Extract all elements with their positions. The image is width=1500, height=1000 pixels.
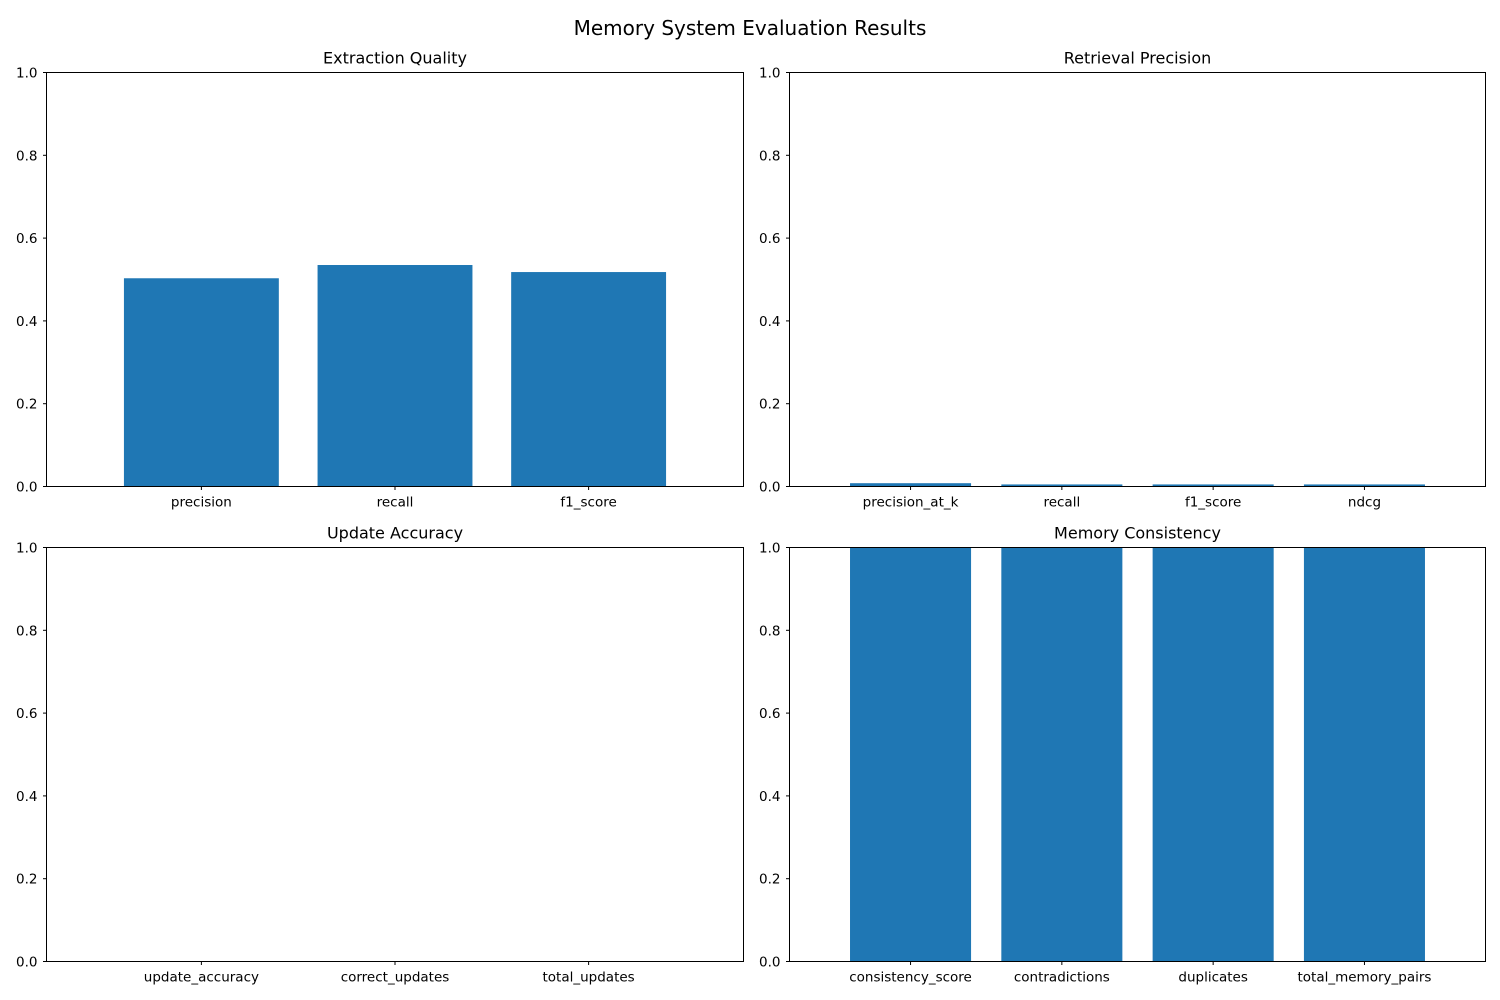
bar-f1_score xyxy=(511,272,667,487)
y-tick-label: 0.2 xyxy=(16,872,37,888)
y-tick-label: 0.6 xyxy=(759,231,780,247)
subplot-title: Extraction Quality xyxy=(323,49,467,68)
y-tick-label: 0.8 xyxy=(16,148,37,164)
y-tick-label: 0.0 xyxy=(759,955,780,971)
bar-recall xyxy=(1001,484,1123,487)
y-tick-label: 0.4 xyxy=(16,789,37,805)
subplot-title: Memory Consistency xyxy=(1054,524,1221,543)
y-tick-label: 1.0 xyxy=(16,66,37,82)
y-tick-label: 0.0 xyxy=(759,480,780,496)
x-tick-label: precision_at_k xyxy=(863,495,959,511)
subplot-4: 0.0 0.2 0.4 0.6 0.8 1.0 consistency_score contr… xyxy=(759,524,1486,986)
subplots: 0.0 0.2 0.4 0.6 0.8 1.0 precision recall f1_scor… xyxy=(16,49,1486,986)
y-tick-label: 0.6 xyxy=(16,706,37,722)
bar-precision xyxy=(123,278,279,487)
bar-group xyxy=(123,265,667,487)
y-tick-label: 0.6 xyxy=(759,706,780,722)
x-tick-label: recall xyxy=(1043,495,1080,511)
y-tick-label: 1.0 xyxy=(16,541,37,557)
y-tick-label: 0.8 xyxy=(759,148,780,164)
x-tick-label: recall xyxy=(377,495,414,511)
y-tick-label: 0.2 xyxy=(16,397,37,413)
x-tick-label: total_memory_pairs xyxy=(1297,970,1431,986)
figure-title: Memory System Evaluation Results xyxy=(574,16,927,40)
y-tick-label: 0.0 xyxy=(16,480,37,496)
x-tick-label: duplicates xyxy=(1178,970,1248,986)
subplot-title: Retrieval Precision xyxy=(1064,49,1212,68)
subplot-3: 0.0 0.2 0.4 0.6 0.8 1.0 update_accuracy correct… xyxy=(16,524,744,986)
subplot-title: Update Accuracy xyxy=(327,524,463,543)
bar-consistency_score xyxy=(850,547,972,962)
x-tick-label: precision xyxy=(171,495,232,511)
x-tick-label: f1_score xyxy=(1185,495,1241,511)
bar-recall xyxy=(317,265,473,487)
y-tick-label: 0.0 xyxy=(16,955,37,971)
y-tick-label: 1.0 xyxy=(759,541,780,557)
bar-group xyxy=(850,547,1425,962)
x-tick-label: ndcg xyxy=(1348,495,1381,511)
subplot-1: 0.0 0.2 0.4 0.6 0.8 1.0 precision recall f1_scor… xyxy=(16,49,744,511)
x-tick-label: consistency_score xyxy=(849,970,972,986)
y-tick-label: 0.4 xyxy=(759,789,780,805)
x-tick-label: total_updates xyxy=(542,970,634,986)
x-tick-label: update_accuracy xyxy=(144,970,259,986)
x-tick-label: f1_score xyxy=(560,495,616,511)
y-tick-label: 0.8 xyxy=(759,623,780,639)
y-tick-label: 1.0 xyxy=(759,66,780,82)
x-tick-label: contradictions xyxy=(1014,970,1110,986)
y-tick-label: 0.8 xyxy=(16,623,37,639)
y-tick-label: 0.2 xyxy=(759,397,780,413)
subplot-2: 0.0 0.2 0.4 0.6 0.8 1.0 precision_at_k recall f1… xyxy=(759,49,1486,511)
y-tick-label: 0.4 xyxy=(16,314,37,330)
bar-ndcg xyxy=(1303,484,1425,487)
axes-frame xyxy=(789,72,1486,487)
x-tick-label: correct_updates xyxy=(341,970,450,986)
y-tick-label: 0.4 xyxy=(759,314,780,330)
bar-total_memory_pairs xyxy=(1303,547,1425,962)
bar-contradictions xyxy=(1001,547,1123,962)
bar-group xyxy=(850,483,1425,487)
bar-f1_score xyxy=(1152,484,1274,487)
bar-precision_at_k xyxy=(850,483,972,487)
y-tick-label: 0.6 xyxy=(16,231,37,247)
y-tick-label: 0.2 xyxy=(759,872,780,888)
bar-duplicates xyxy=(1152,547,1274,962)
axes-frame xyxy=(789,547,1486,962)
